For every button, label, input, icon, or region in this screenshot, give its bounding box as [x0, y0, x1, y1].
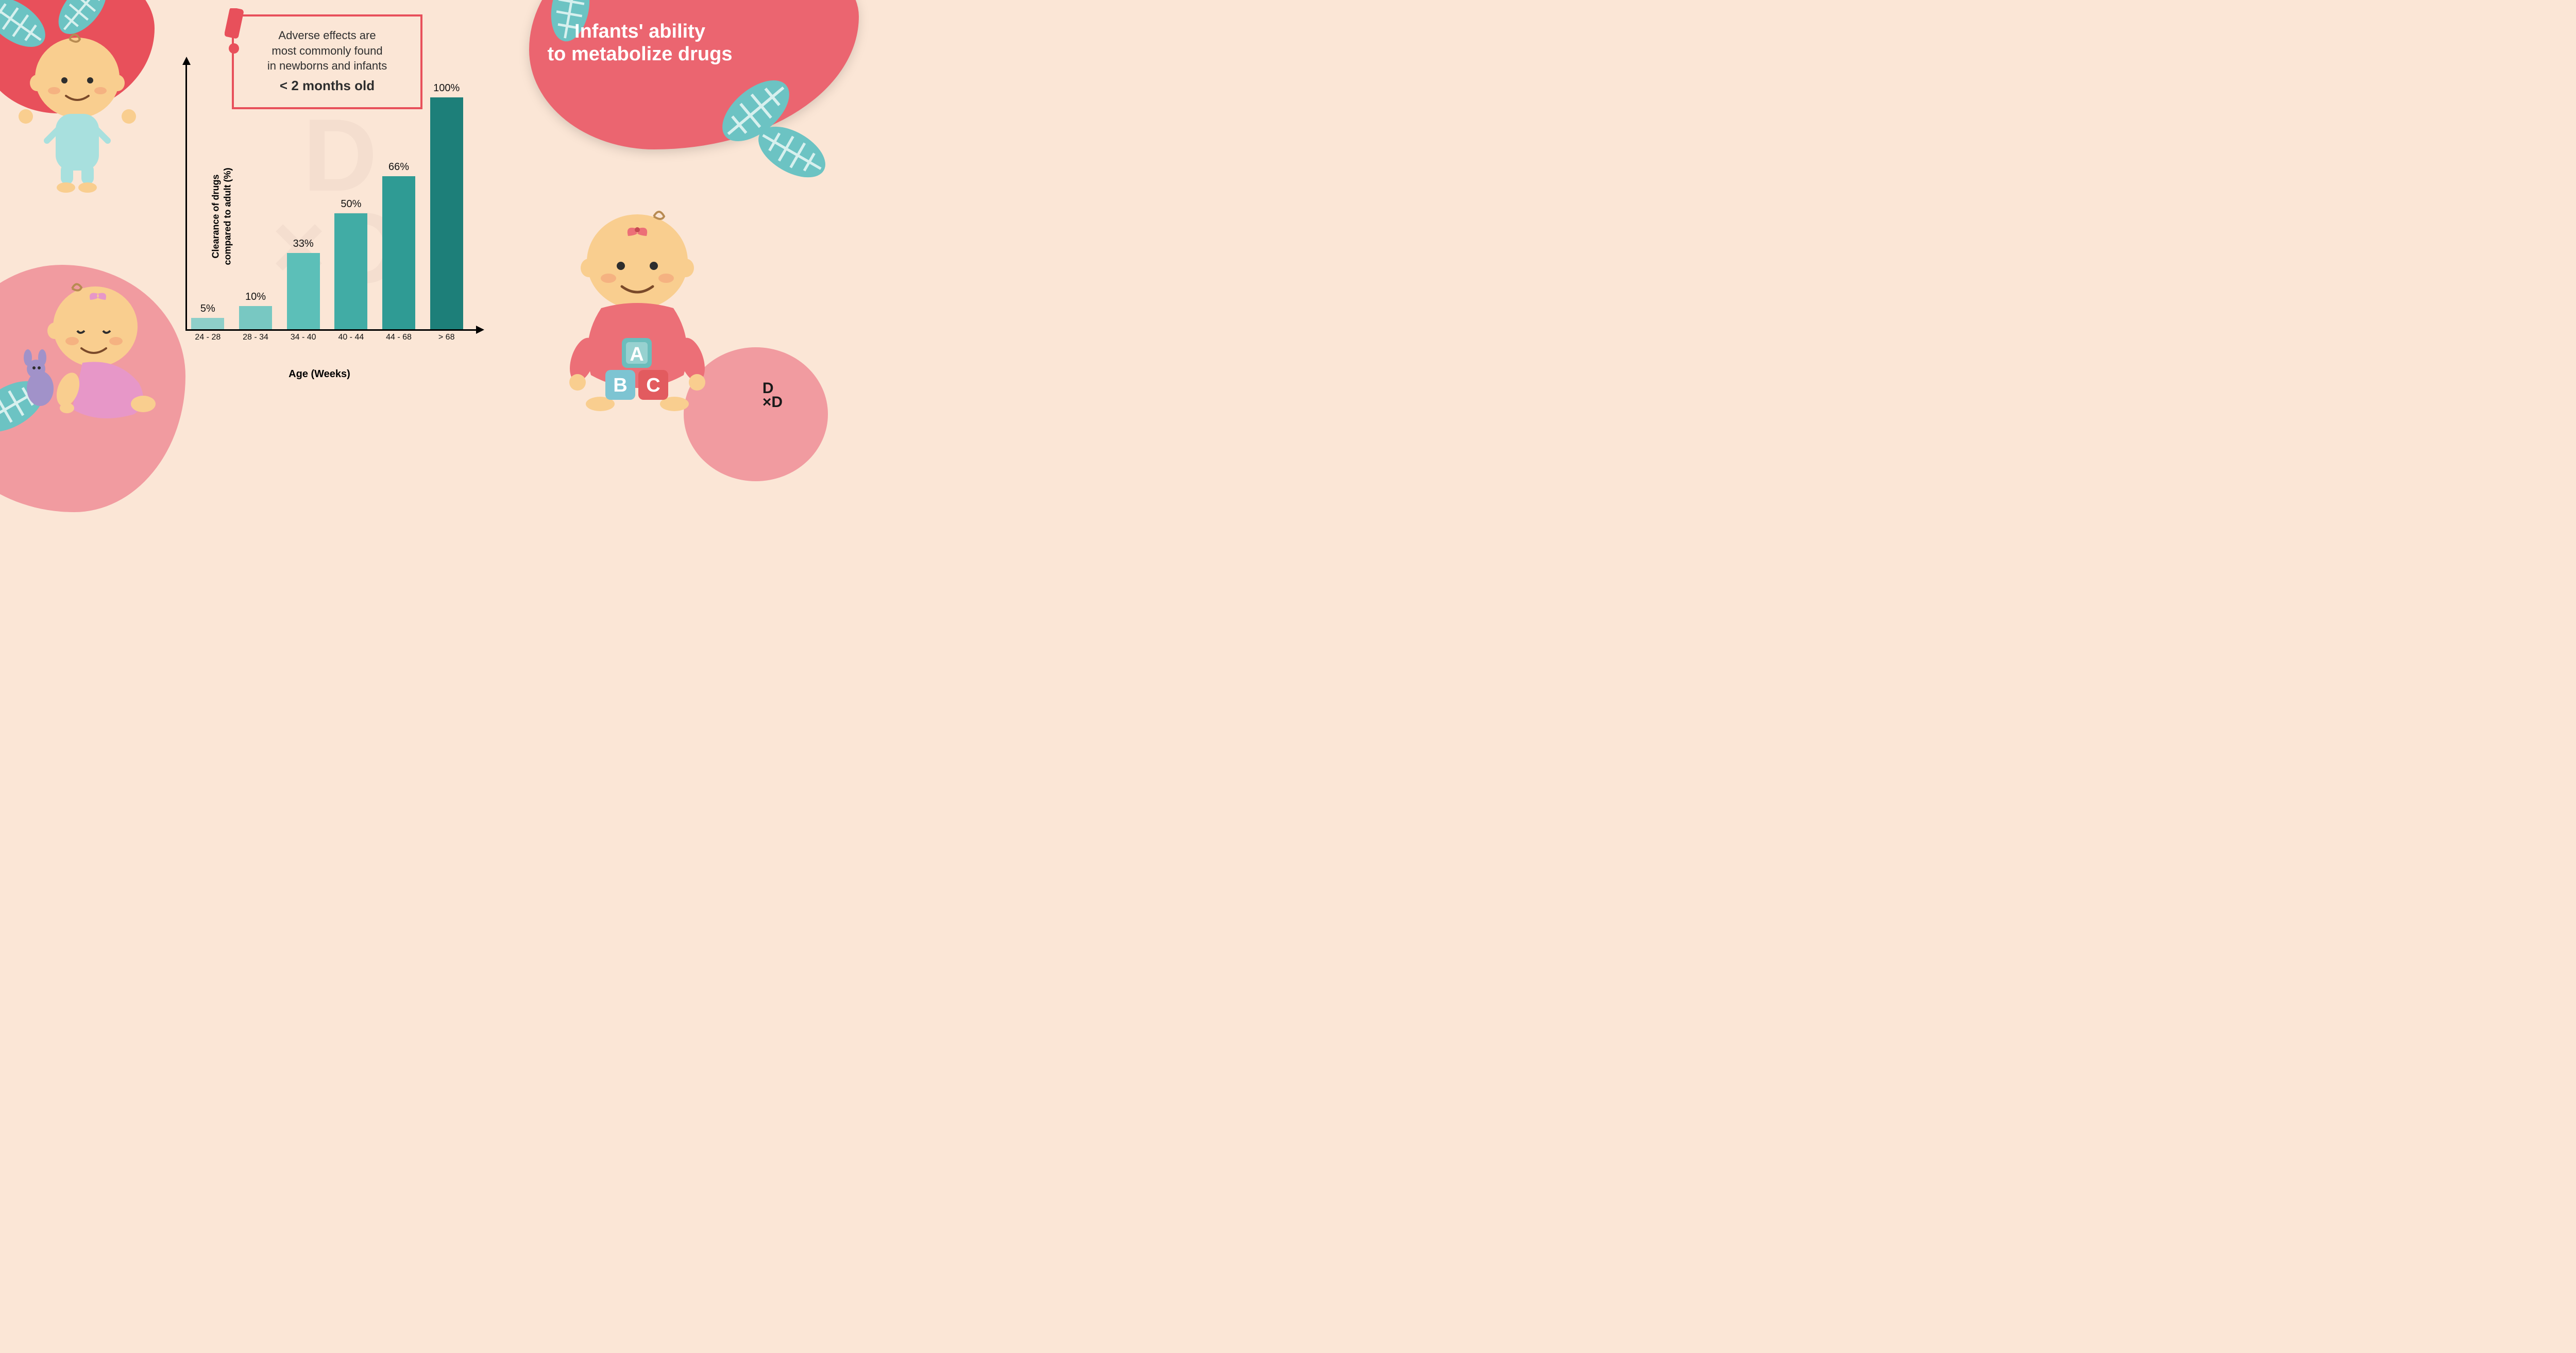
bar-col: 50%: [334, 198, 368, 329]
x-tick-label: 34 - 40: [286, 333, 320, 345]
arrow-up-icon: [182, 57, 191, 65]
title-line2: to metabolize drugs: [519, 43, 761, 66]
bar: [287, 253, 320, 330]
y-axis-line: [185, 62, 187, 331]
bar-value-label: 50%: [341, 198, 361, 210]
callout-line1: Adverse effects are: [278, 29, 376, 42]
x-tick-label: 24 - 28: [191, 333, 225, 345]
bar-col: 10%: [239, 291, 273, 329]
baby-crawling-illustration: [21, 275, 165, 419]
bars-container: 5% 10% 33% 50% 66% 100%: [191, 77, 464, 329]
bar: [430, 97, 463, 329]
bar: [334, 213, 367, 329]
bar-value-label: 100%: [433, 82, 460, 94]
bar-value-label: 10%: [245, 291, 266, 303]
bar-col: 66%: [382, 161, 416, 329]
svg-text:A: A: [630, 344, 643, 365]
x-tick-label: > 68: [429, 333, 464, 345]
bar-col: 100%: [429, 82, 464, 329]
dxd-logo: D ×D: [762, 381, 783, 409]
bar: [191, 318, 224, 330]
arrow-right-icon: [476, 326, 484, 334]
bar: [382, 176, 415, 329]
bar-value-label: 33%: [293, 238, 314, 250]
bar-col: 5%: [191, 303, 225, 330]
title-line1: Infants' ability: [519, 21, 761, 43]
bar-value-label: 5%: [200, 303, 215, 315]
bar-col: 33%: [286, 238, 320, 330]
baby-sitting-illustration: A B C: [555, 205, 720, 411]
bar: [239, 306, 272, 329]
x-axis-label: Age (Weeks): [289, 368, 350, 380]
exclamation-icon: [225, 8, 250, 55]
baby-standing-illustration: [10, 29, 144, 199]
svg-text:B: B: [613, 375, 627, 396]
x-tick-label: 40 - 44: [334, 333, 368, 345]
x-tick-label: 28 - 34: [239, 333, 273, 345]
page-title: Infants' ability to metabolize drugs: [519, 21, 761, 65]
bar-value-label: 66%: [388, 161, 409, 173]
plot-area: 5% 10% 33% 50% 66% 100% 24 - 28 28 - 34 34 - 40…: [185, 62, 479, 345]
infographic-canvas: D × D Infants' ability to metabolize dru…: [0, 0, 797, 419]
x-ticks: 24 - 28 28 - 34 34 - 40 40 - 44 44 - 68 > 68: [191, 333, 464, 345]
svg-text:C: C: [646, 375, 660, 396]
bar-chart: Clearance of drugs compared to adult (%)…: [155, 52, 484, 381]
x-axis-line: [185, 329, 479, 331]
x-tick-label: 44 - 68: [382, 333, 416, 345]
